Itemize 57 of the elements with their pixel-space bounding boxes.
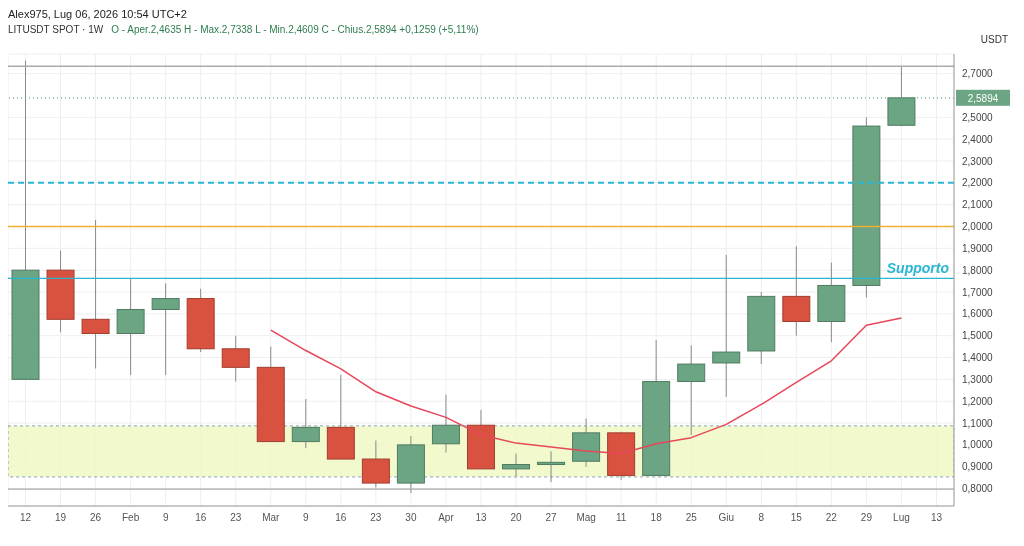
chart-title: LITUSDT SPOT · 1W: [8, 24, 104, 37]
y-tick-label: 1,1000: [962, 417, 994, 429]
candlestick: [537, 450, 566, 483]
y-tick-label: 2,1000: [962, 199, 994, 211]
x-tick-label: 20: [510, 512, 523, 524]
y-tick-label: 1,9000: [962, 242, 994, 254]
x-tick-label: 19: [54, 512, 67, 524]
y-axis-title: USDT: [980, 34, 1008, 45]
y-tick-label: 1,3000: [962, 373, 994, 385]
y-tick-label: 2,5000: [962, 111, 994, 123]
y-tick-label: 1,4000: [962, 352, 994, 364]
y-tick-label: 2,2000: [962, 177, 994, 189]
y-tick-label: 1,6000: [962, 308, 994, 320]
ref-line-label: 2,5894: [967, 92, 999, 104]
y-tick-label: 2,7000: [962, 68, 994, 80]
x-tick-label: 8: [758, 512, 765, 524]
x-tick-label: 22: [825, 512, 838, 524]
x-tick-label: 9: [162, 512, 169, 524]
x-tick-label: 16: [195, 512, 207, 524]
x-tick-label: 29: [860, 512, 873, 524]
ref-line-label: Supporto: [886, 260, 950, 277]
x-tick-label: 30: [405, 512, 417, 524]
y-tick-label: 1,2000: [962, 395, 994, 407]
x-tick-label: Feb: [122, 512, 140, 524]
y-tick-label: 0,9000: [962, 461, 994, 473]
x-tick-label: 25: [685, 512, 698, 524]
y-tick-label: 1,5000: [962, 330, 994, 342]
x-tick-label: 16: [335, 512, 347, 524]
y-tick-label: 1,0000: [962, 439, 994, 451]
chart-subtitle: O - Aper.2,4635 H - Max.2,7338 L - Min.2,4609 C - Chius.2,5894 +0,1259 (+5,11%): [111, 24, 479, 37]
x-tick-label: Mag: [576, 512, 596, 524]
x-tick-label: 23: [370, 512, 382, 524]
y-tick-label: 2,4000: [962, 133, 994, 145]
x-tick-label: 11: [615, 512, 627, 524]
x-tick-label: 27: [545, 512, 558, 524]
x-tick-label: 26: [90, 512, 102, 524]
x-tick-label: Apr: [438, 512, 455, 524]
x-tick-label: 12: [19, 512, 32, 524]
candlestick: [712, 254, 741, 398]
y-tick-label: 0,8000: [962, 483, 994, 495]
x-tick-label: Mar: [262, 512, 281, 524]
y-tick-label: 2,3000: [962, 155, 994, 167]
x-tick-label: 18: [650, 512, 663, 524]
candlestick: [81, 219, 110, 369]
x-tick-label: 15: [790, 512, 803, 524]
x-tick-label: 13: [930, 512, 943, 524]
line-series: [270, 317, 903, 455]
candlestick: [151, 282, 180, 376]
y-tick-label: 1,7000: [962, 286, 994, 298]
x-tick-label: 23: [230, 512, 242, 524]
text: Alex975, Lug 06, 2026 10:54 UTC+2: [8, 8, 188, 22]
y-tick-label: 1,8000: [962, 264, 994, 276]
x-tick-label: Giu: [718, 512, 735, 524]
x-tick-label: 13: [475, 512, 487, 524]
y-tick-label: 2,0000: [962, 221, 994, 233]
x-tick-label: Lug: [893, 512, 910, 524]
x-tick-label: 9: [303, 512, 310, 524]
